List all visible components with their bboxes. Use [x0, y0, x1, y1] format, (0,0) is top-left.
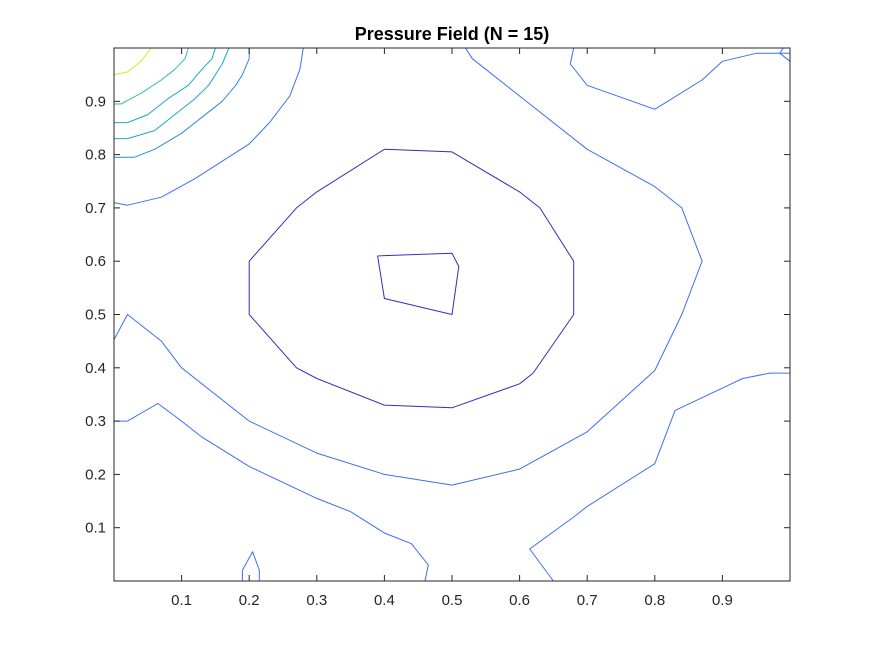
y-tick-label: 0.6 [85, 253, 106, 270]
y-tick-label: 0.2 [85, 466, 106, 483]
contour-line-8 [779, 47, 791, 62]
x-tick-label: 0.1 [171, 592, 192, 609]
contour-line-10 [114, 48, 250, 158]
x-tick-label: 0.4 [374, 592, 395, 609]
contour-line-4 [114, 403, 429, 582]
x-tick-label: 0.7 [577, 592, 598, 609]
chart-title: Pressure Field (N = 15) [355, 24, 550, 44]
contour-line-14 [113, 47, 152, 76]
x-tick-label: 0.5 [442, 592, 463, 609]
contour-line-9 [113, 47, 304, 206]
contour-line-1 [377, 252, 460, 315]
contour-line-11 [114, 47, 230, 140]
y-tick-label: 0.8 [85, 147, 106, 164]
y-tick-label: 0.5 [85, 307, 106, 324]
y-tick-label: 0.7 [85, 200, 106, 217]
contour-line-13 [114, 47, 189, 105]
contour-line-3 [113, 47, 703, 486]
y-tick-label: 0.9 [85, 93, 106, 110]
y-tick-label: 0.3 [85, 413, 106, 430]
x-tick-label: 0.3 [306, 592, 327, 609]
contour-line-7 [569, 47, 790, 110]
x-tick-label: 0.6 [509, 592, 530, 609]
tick-layer: 0.1 0.2 0.3 0.4 0.5 0.6 0.7 0.8 0.9 0.1 0.2 0.3 0.4 0… [85, 48, 790, 609]
y-tick-label: 0.1 [85, 520, 106, 537]
x-tick-label: 0.8 [644, 592, 665, 609]
x-tick-label: 0.2 [239, 592, 260, 609]
contour-line-6 [529, 372, 790, 582]
y-tick-label: 0.4 [85, 360, 106, 377]
contour-line-2 [248, 148, 575, 409]
x-tick-label: 0.9 [712, 592, 733, 609]
contour-layer [113, 47, 791, 582]
contour-line-12 [114, 47, 216, 124]
contour-line-5 [241, 551, 260, 581]
